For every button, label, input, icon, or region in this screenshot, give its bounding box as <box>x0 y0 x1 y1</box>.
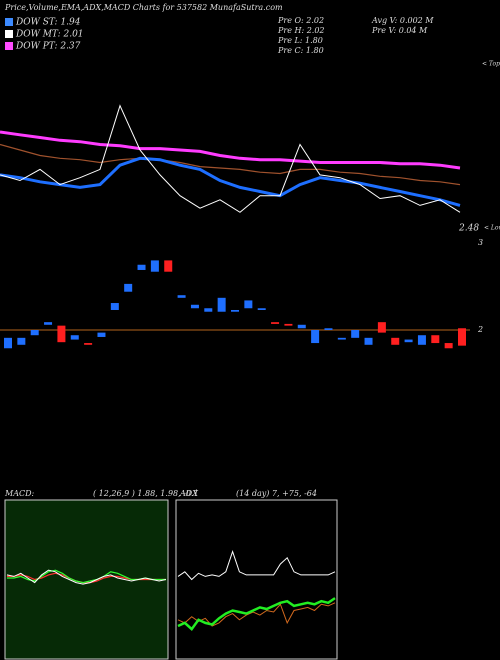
last-value-label: 2.48 <box>458 224 479 234</box>
note: < Tops <box>482 61 500 68</box>
candle-body <box>4 337 12 349</box>
candle-body <box>284 323 293 326</box>
candle-body <box>44 322 53 325</box>
candle-body <box>70 335 79 340</box>
panel-subtitle: ( 12,26,9 ) 1.88, 1.98, -0.1 <box>93 489 199 498</box>
stat-label: Avg V: 0.002 M <box>371 16 434 25</box>
candle-body <box>417 335 426 345</box>
series-line <box>0 104 461 213</box>
series-line <box>0 143 461 186</box>
candle-body <box>110 303 119 310</box>
candle-body <box>204 308 213 312</box>
y-tick-label: 3 <box>478 238 483 247</box>
stat-label: Pre V: 0.04 M <box>371 26 428 35</box>
candle-body <box>124 283 133 292</box>
panel-frame <box>175 499 338 660</box>
series-line <box>177 550 336 581</box>
series-line <box>177 602 336 627</box>
candle-body <box>404 339 413 343</box>
series-line <box>6 569 167 585</box>
legend-label: DOW MT: 2.01 <box>15 30 84 40</box>
stat-label: Pre L: 1.80 <box>277 36 323 45</box>
candle-body <box>297 324 306 329</box>
candle-body <box>377 322 386 333</box>
candle-body <box>17 337 26 345</box>
legend-label: DOW ST: 1.94 <box>15 18 81 28</box>
candle-body <box>97 332 106 337</box>
candle-body <box>431 335 440 344</box>
panel-title: ADX <box>179 489 198 498</box>
candle-body <box>391 337 400 345</box>
legend-label: DOW PT: 2.37 <box>15 42 81 52</box>
candle-body <box>257 308 266 310</box>
chart-title: Price,Volume,EMA,ADX,MACD Charts for 537… <box>4 3 283 12</box>
candle-body <box>57 325 66 343</box>
candle-body <box>190 304 199 309</box>
candle-body <box>150 260 159 272</box>
panel-subtitle: (14 day) 7, +75, -64 <box>236 489 317 498</box>
stat-label: Pre H: 2.02 <box>277 26 325 35</box>
candle-body <box>311 330 320 344</box>
stat-label: Pre O: 2.02 <box>277 16 324 25</box>
candle-body <box>217 297 226 312</box>
series-line <box>177 597 336 631</box>
candle-body <box>351 330 360 338</box>
legend-swatch <box>5 18 13 26</box>
candle-body <box>84 343 93 345</box>
candle-body <box>271 322 280 324</box>
candle-body <box>337 337 346 340</box>
candle-body <box>30 330 39 336</box>
candle-body <box>177 295 186 298</box>
candle-body <box>231 309 239 312</box>
legend-swatch <box>5 30 13 38</box>
stat-label: Pre C: 1.80 <box>277 46 324 55</box>
candle-body <box>458 328 466 346</box>
candle-body <box>137 264 146 270</box>
series-line <box>0 156 461 207</box>
y-tick-label: 2 <box>477 325 483 334</box>
series-line <box>0 130 461 170</box>
panel-title: MACD: <box>4 489 35 498</box>
candle-body <box>364 337 373 345</box>
candle-body <box>324 328 333 330</box>
candle-body <box>164 260 173 272</box>
candle-body <box>444 343 453 349</box>
note: < Lows <box>484 225 500 232</box>
candle-body <box>244 300 253 309</box>
legend-swatch <box>5 42 13 50</box>
